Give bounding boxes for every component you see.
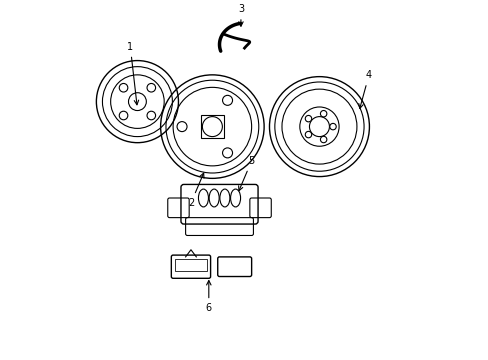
Text: 1: 1 xyxy=(127,42,139,105)
Text: 6: 6 xyxy=(205,280,211,313)
Text: 5: 5 xyxy=(238,156,254,191)
Text: 3: 3 xyxy=(237,4,244,26)
Circle shape xyxy=(320,136,326,143)
Bar xyxy=(175,259,206,271)
Circle shape xyxy=(305,116,311,122)
Text: 2: 2 xyxy=(187,173,203,208)
Text: 4: 4 xyxy=(358,70,371,108)
Circle shape xyxy=(305,131,311,138)
Circle shape xyxy=(329,123,336,130)
Circle shape xyxy=(320,111,326,117)
